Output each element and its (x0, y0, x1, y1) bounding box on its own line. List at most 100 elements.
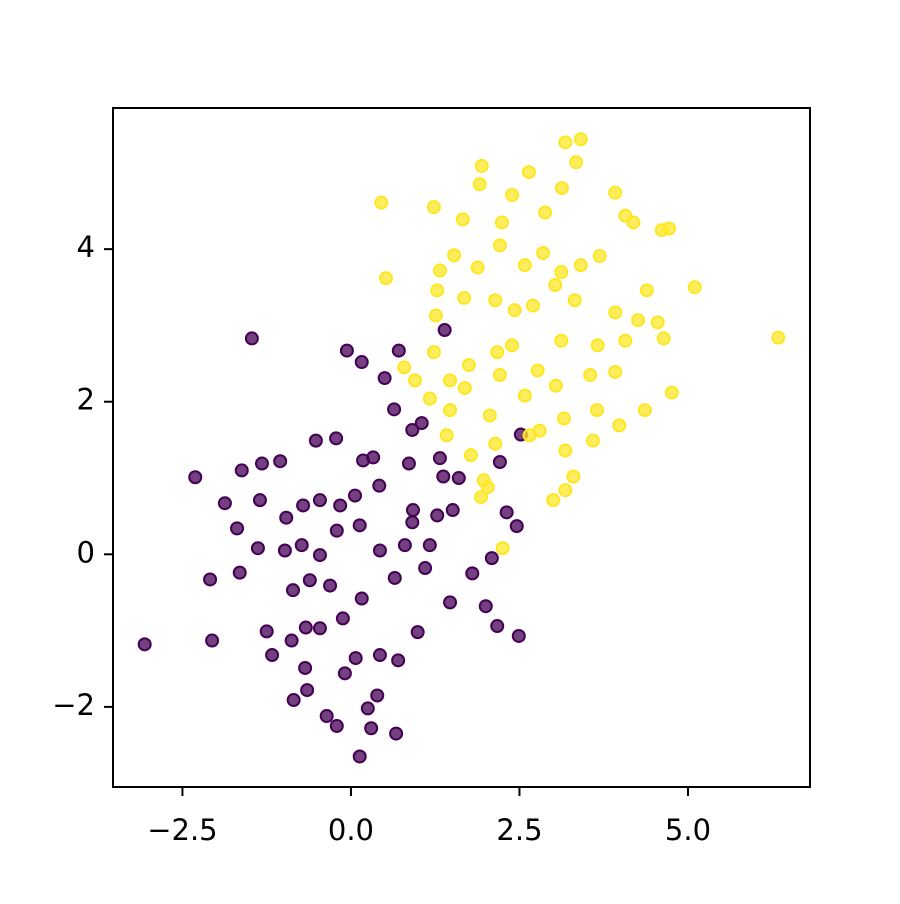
point (457, 290, 472, 305)
point (372, 648, 387, 663)
point (662, 221, 677, 236)
point (472, 177, 487, 192)
point (432, 263, 447, 278)
point (286, 693, 301, 708)
point (250, 541, 265, 556)
point (492, 368, 507, 383)
point (308, 433, 323, 448)
point (443, 595, 458, 610)
point (478, 599, 493, 614)
point (377, 371, 392, 386)
point (323, 578, 338, 593)
point (443, 373, 458, 388)
point (401, 456, 416, 471)
point (687, 280, 702, 295)
point (252, 493, 267, 508)
point (548, 277, 563, 292)
point (447, 248, 462, 263)
point (296, 498, 311, 513)
point (329, 718, 344, 733)
point (465, 566, 480, 581)
point (573, 132, 588, 147)
point (422, 538, 437, 553)
point (656, 331, 671, 346)
point (244, 331, 259, 346)
point (405, 422, 420, 437)
point (538, 205, 553, 220)
point (443, 403, 458, 418)
point (387, 570, 402, 585)
point (339, 343, 354, 358)
point (284, 633, 299, 648)
point (277, 543, 292, 558)
point (532, 423, 547, 438)
point (391, 653, 406, 668)
point (432, 451, 447, 466)
point (298, 660, 313, 675)
point (370, 688, 385, 703)
point (348, 651, 363, 666)
point (474, 158, 489, 173)
x-tick-label: 5.0 (665, 813, 711, 847)
point (426, 200, 441, 215)
point (618, 333, 633, 348)
point (505, 338, 520, 353)
point (507, 303, 522, 318)
point (203, 572, 218, 587)
point (329, 523, 344, 538)
point (612, 418, 627, 433)
point (637, 403, 652, 418)
x-tick-label: 0.0 (328, 813, 374, 847)
point (364, 721, 379, 736)
point (230, 521, 245, 536)
point (470, 260, 485, 275)
point (217, 496, 232, 511)
point (397, 538, 412, 553)
point (259, 624, 274, 639)
point (410, 625, 425, 640)
point (461, 358, 476, 373)
y-tick-label: 0 (77, 535, 95, 569)
point (426, 345, 441, 360)
point (585, 433, 600, 448)
point (302, 573, 317, 588)
point (137, 637, 152, 652)
point (499, 505, 514, 520)
point (430, 508, 445, 523)
point (590, 338, 605, 353)
point (298, 620, 313, 635)
plot-frame (112, 107, 811, 788)
point (387, 402, 402, 417)
point (771, 330, 786, 345)
point (556, 411, 571, 426)
point (422, 391, 437, 406)
point (352, 749, 367, 764)
point (279, 510, 294, 525)
point (509, 519, 524, 534)
point (558, 135, 573, 150)
point (567, 293, 582, 308)
point (254, 456, 269, 471)
point (418, 561, 433, 576)
point (405, 503, 420, 518)
point (414, 416, 429, 431)
y-tick-label: −2 (52, 688, 95, 722)
point (407, 373, 422, 388)
point (430, 283, 445, 298)
point (554, 333, 569, 348)
point (583, 368, 598, 383)
point (234, 463, 249, 478)
point (352, 518, 367, 533)
point (451, 471, 466, 486)
point (554, 265, 569, 280)
point (319, 709, 334, 724)
point (608, 305, 623, 320)
point (558, 483, 573, 498)
point (608, 185, 623, 200)
point (521, 165, 536, 180)
point (548, 378, 563, 393)
point (337, 666, 352, 681)
point (312, 621, 327, 636)
point (436, 469, 451, 484)
